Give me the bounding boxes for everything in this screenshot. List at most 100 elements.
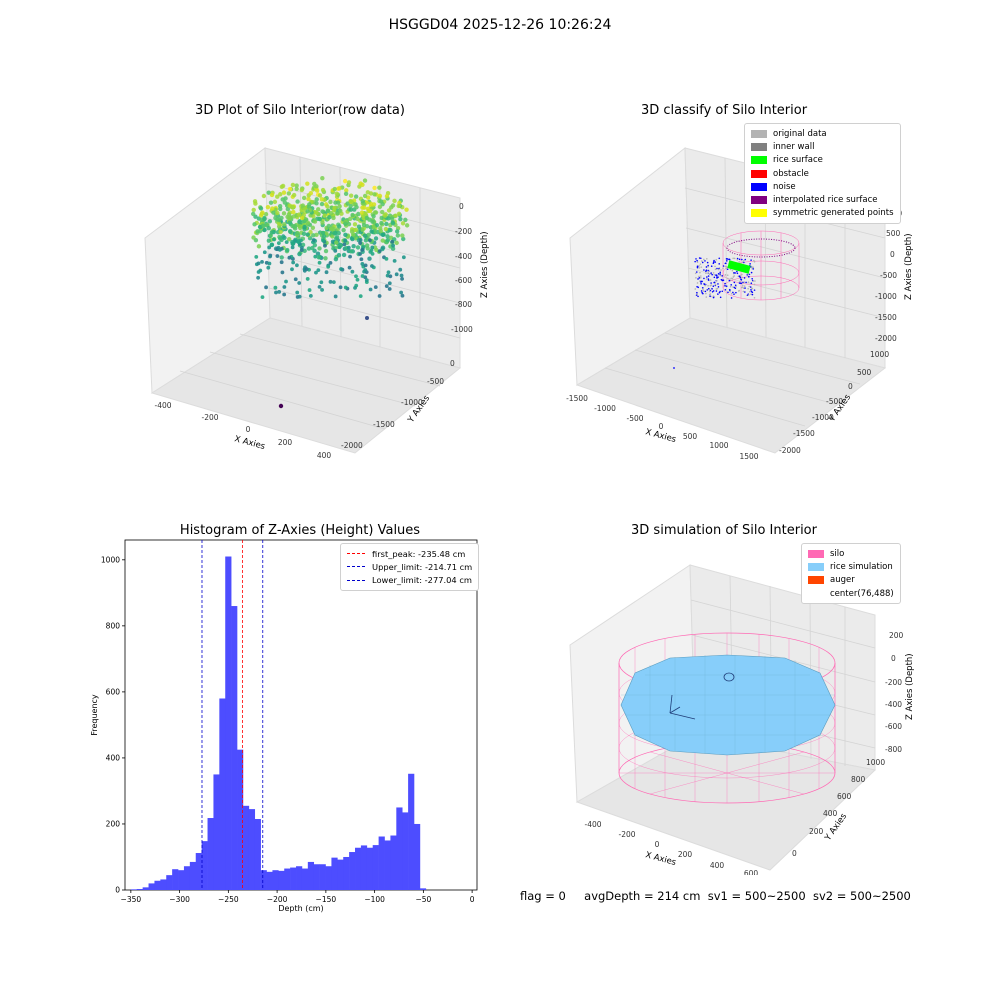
scatter-point bbox=[730, 284, 732, 286]
panel4-ztick: -800 bbox=[885, 745, 902, 754]
scatter-point bbox=[379, 220, 384, 226]
histogram-bar bbox=[355, 847, 362, 890]
histogram-bar bbox=[402, 812, 409, 890]
scatter-point bbox=[279, 255, 284, 260]
panel2-interpolated-surface bbox=[726, 238, 796, 258]
panel4-xtick: 400 bbox=[710, 861, 725, 870]
scatter-point bbox=[698, 277, 701, 279]
scatter-point bbox=[358, 241, 363, 245]
scatter-point bbox=[307, 202, 312, 207]
panel1-title: 3D Plot of Silo Interior(row data) bbox=[195, 103, 405, 118]
scatter-point bbox=[377, 193, 383, 199]
scatter-point bbox=[331, 280, 336, 285]
scatter-point bbox=[729, 290, 731, 293]
scatter-point bbox=[736, 259, 739, 261]
scatter-point bbox=[275, 254, 280, 258]
scatter-point bbox=[287, 236, 292, 242]
scatter-point bbox=[304, 267, 309, 271]
scatter-point bbox=[360, 248, 365, 252]
scatter-point bbox=[713, 276, 716, 279]
scatter-point bbox=[709, 290, 711, 293]
scatter-point bbox=[341, 227, 346, 233]
scatter-point bbox=[384, 256, 389, 261]
scatter-point bbox=[748, 290, 751, 293]
scatter-point bbox=[710, 282, 712, 284]
scatter-point bbox=[362, 193, 368, 199]
scatter-point bbox=[701, 286, 704, 289]
histogram-bar bbox=[372, 845, 379, 890]
scatter-point bbox=[715, 290, 718, 292]
scatter-point bbox=[699, 276, 702, 279]
scatter-point bbox=[267, 261, 272, 266]
scatter-point bbox=[718, 257, 721, 260]
scatter-point bbox=[742, 281, 744, 284]
scatter-point bbox=[745, 281, 747, 284]
scatter-point bbox=[695, 277, 697, 279]
scatter-point bbox=[731, 269, 734, 272]
histogram-legend: first_peak: -235.48 cm Upper_limit: -214… bbox=[340, 543, 480, 591]
panel2-xtick: 500 bbox=[683, 432, 698, 441]
scatter-point bbox=[738, 261, 740, 263]
panel4-ytick: 600 bbox=[837, 792, 852, 801]
scatter-point bbox=[403, 217, 408, 223]
scatter-point bbox=[251, 235, 256, 240]
scatter-point bbox=[356, 224, 362, 229]
scatter-point bbox=[338, 285, 343, 290]
histogram-bar bbox=[183, 866, 191, 890]
scatter-point bbox=[296, 240, 301, 244]
scatter-point bbox=[351, 243, 356, 249]
scatter-point bbox=[699, 280, 701, 282]
scatter-point bbox=[400, 221, 406, 226]
sv2-text: sv2 = 500~2500 bbox=[812, 889, 911, 903]
scatter-point bbox=[734, 284, 737, 287]
scatter-point bbox=[320, 288, 324, 292]
histogram-ytick-label: 200 bbox=[106, 819, 121, 828]
histogram-bar bbox=[284, 868, 291, 890]
panel2-panes bbox=[569, 146, 887, 454]
legend-swatch bbox=[751, 209, 767, 218]
scatter-point bbox=[317, 216, 322, 222]
scatter-point bbox=[701, 280, 703, 283]
scatter-point bbox=[319, 197, 325, 202]
histogram-xticks: −350 −300 −250 −200 −150 −100 −50 0 bbox=[121, 890, 475, 904]
scatter-point bbox=[362, 178, 368, 183]
legend-swatch bbox=[751, 196, 767, 205]
scatter-point bbox=[311, 238, 316, 242]
panel1-xtick: 200 bbox=[278, 438, 293, 447]
scatter-point bbox=[323, 256, 328, 261]
panel1-ytick: -1500 bbox=[373, 420, 395, 429]
histogram-bar bbox=[325, 866, 332, 890]
histogram-bar bbox=[296, 866, 303, 890]
scatter-point bbox=[747, 287, 749, 290]
panel4-xtick: 600 bbox=[744, 869, 759, 875]
scatter-point bbox=[696, 261, 699, 263]
scatter-point bbox=[698, 267, 701, 269]
scatter-point bbox=[714, 283, 717, 286]
scatter-point bbox=[383, 226, 389, 232]
panel1-ytick: -1000 bbox=[401, 398, 423, 407]
scatter-point bbox=[372, 185, 377, 191]
scatter-point bbox=[390, 220, 396, 226]
panel2-ytick: 0 bbox=[848, 382, 853, 391]
scatter-point bbox=[716, 267, 718, 270]
scatter-point bbox=[290, 267, 294, 272]
scatter-point bbox=[261, 223, 267, 229]
scatter-point bbox=[718, 263, 721, 265]
scatter-point bbox=[719, 271, 722, 274]
scatter-point bbox=[313, 254, 318, 259]
scatter-point bbox=[269, 192, 275, 198]
scatter-point bbox=[751, 293, 754, 296]
scatter-point bbox=[747, 275, 750, 278]
panel4-ytick: 1000 bbox=[866, 758, 885, 767]
scatter-point bbox=[369, 229, 374, 234]
scatter-point bbox=[287, 255, 292, 260]
scatter-point bbox=[739, 274, 742, 277]
scatter-point bbox=[743, 259, 745, 262]
scatter-point bbox=[727, 291, 729, 294]
scatter-point bbox=[364, 278, 369, 283]
histogram-xtick-label: 0 bbox=[470, 895, 475, 904]
scatter-point bbox=[325, 204, 330, 209]
scatter-point bbox=[727, 277, 729, 280]
histogram-bar bbox=[248, 809, 256, 890]
scatter-point bbox=[698, 257, 701, 259]
